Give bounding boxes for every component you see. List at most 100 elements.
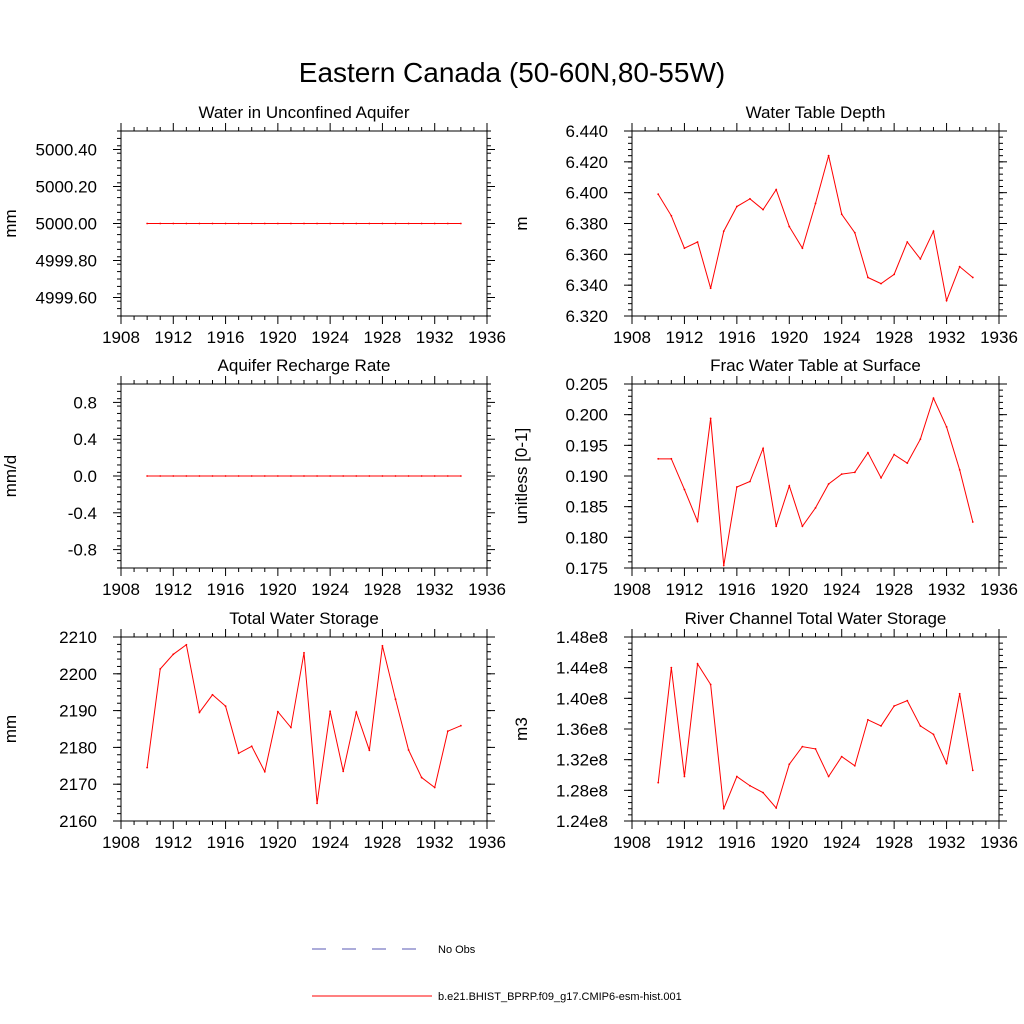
data-point: [263, 222, 266, 225]
y-tick-label: 2160: [59, 812, 97, 831]
data-point: [276, 710, 279, 713]
data-point: [827, 483, 830, 485]
data-point: [801, 247, 804, 250]
data-point: [735, 486, 738, 488]
data-point: [749, 197, 751, 200]
data-point: [185, 222, 188, 225]
x-tick-label: 1932: [928, 580, 966, 599]
y-tick-label: 0.190: [565, 467, 608, 486]
data-point: [945, 299, 948, 302]
y-tick-label: 0.8: [73, 393, 97, 412]
data-point: [867, 451, 869, 454]
y-tick-label: 0.180: [565, 528, 608, 547]
data-point: [342, 222, 345, 225]
data-point: [355, 475, 358, 477]
data-point: [945, 426, 948, 428]
x-tick-label: 1928: [364, 328, 402, 347]
x-tick-label: 1908: [102, 328, 140, 347]
x-tick-label: 1924: [823, 580, 861, 599]
plot-frame: [631, 636, 1000, 822]
data-point: [683, 488, 686, 491]
data-point: [290, 222, 292, 225]
x-tick-label: 1920: [259, 833, 297, 852]
data-point: [657, 193, 660, 196]
y-tick-label: 1.36e8: [556, 720, 608, 739]
x-tick-label: 1916: [207, 328, 245, 347]
y-axis-label: m: [512, 216, 531, 230]
data-point: [814, 506, 817, 509]
data-point: [303, 222, 305, 225]
data-point: [814, 202, 817, 205]
data-point: [146, 766, 149, 769]
data-point: [250, 475, 253, 477]
panel-title: Total Water Storage: [229, 609, 379, 628]
figure-title: Eastern Canada (50-60N,80-55W): [299, 57, 725, 88]
data-point: [211, 222, 214, 225]
panel-6: River Channel Total Water Storage m3 1908 1…: [512, 609, 1018, 852]
data-point: [433, 222, 436, 225]
x-tick-label: 1936: [468, 580, 506, 599]
y-tick-label: 1.40e8: [556, 689, 608, 708]
x-tick-label: 1924: [311, 580, 349, 599]
data-point: [827, 775, 830, 778]
y-tick-label: 0.0: [73, 467, 97, 486]
data-point: [355, 711, 358, 713]
data-point: [801, 525, 804, 528]
data-point: [749, 784, 751, 787]
y-tick-label: 4999.80: [36, 252, 97, 271]
data-point: [394, 222, 397, 225]
x-tick-label: 1916: [207, 580, 245, 599]
x-tick-label: 1920: [259, 580, 297, 599]
x-tick-label: 1912: [154, 833, 192, 852]
plot-frame: [120, 636, 488, 822]
series-line: [657, 155, 974, 303]
y-tick-label: 0.195: [565, 436, 608, 455]
y-tick-label: 6.400: [565, 184, 608, 203]
x-tick-label: 1912: [666, 328, 704, 347]
x-tick-label: 1936: [980, 833, 1018, 852]
data-point: [316, 802, 318, 805]
y-tick-label: 6.360: [565, 245, 608, 264]
data-point: [381, 475, 384, 477]
data-point: [657, 781, 660, 784]
x-tick-label: 1924: [311, 833, 349, 852]
data-point: [172, 475, 175, 477]
y-tick-label: 0.175: [565, 559, 608, 578]
data-point: [880, 282, 882, 285]
y-tick-label: 1.24e8: [556, 812, 608, 831]
x-tick-label: 1908: [613, 833, 651, 852]
data-point: [394, 475, 397, 477]
panel-title: Water Table Depth: [746, 103, 886, 122]
legend-label-no-obs: No Obs: [438, 944, 476, 956]
x-tick-label: 1916: [718, 328, 756, 347]
data-point: [932, 230, 935, 233]
data-point: [971, 521, 974, 523]
data-point: [670, 214, 673, 217]
data-point: [146, 475, 149, 477]
data-point: [316, 475, 318, 477]
y-tick-label: 6.420: [565, 153, 608, 172]
data-point: [198, 475, 201, 477]
y-tick-label: 1.32e8: [556, 751, 608, 770]
x-tick-label: 1916: [718, 833, 756, 852]
x-tick-label: 1920: [770, 833, 808, 852]
y-tick-label: -0.8: [68, 541, 97, 560]
y-tick-label: 6.340: [565, 276, 608, 295]
data-point: [237, 752, 240, 755]
series-line: [657, 662, 974, 809]
data-point: [224, 222, 227, 225]
x-tick-label: 1928: [364, 833, 402, 852]
data-point: [893, 705, 896, 707]
data-point: [172, 653, 175, 656]
x-tick-label: 1932: [416, 580, 454, 599]
data-point: [211, 693, 214, 696]
data-point: [433, 786, 436, 789]
x-tick-label: 1908: [102, 580, 140, 599]
x-tick-label: 1920: [770, 580, 808, 599]
x-tick-label: 1932: [928, 328, 966, 347]
data-point: [775, 525, 778, 528]
series-line: [658, 396, 974, 566]
y-axis-label: unitless [0-1]: [512, 428, 531, 524]
data-point: [722, 564, 725, 567]
data-point: [329, 222, 332, 225]
